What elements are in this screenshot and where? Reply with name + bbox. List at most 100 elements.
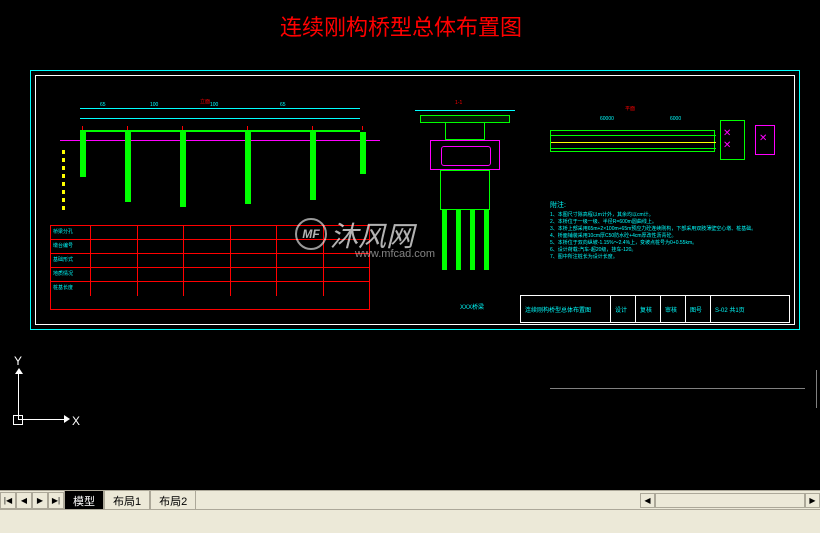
plan-view: 平面 60000 6000 ✕ ✕ ✕ [550, 100, 780, 190]
scroll-right-button[interactable]: ▶ [805, 493, 820, 508]
watermark-url: www.mfcad.com [355, 248, 435, 260]
table-header-cell: 墩台编号 [51, 240, 91, 253]
note-line: 4、桥面铺装采用10cm厚C50防水砼+4cm厚改性沥青砼。 [550, 233, 780, 240]
plan-dim-1: 60000 [600, 116, 614, 122]
table-header-cell: 桥梁分孔 [51, 226, 91, 239]
table-cell [324, 268, 370, 281]
title-block: 连续刚构桥型总体布置图 设计 复核 审核 图号 S-02 共1页 [520, 295, 790, 323]
table-cell [138, 268, 185, 281]
watermark-logo: MF [295, 218, 327, 250]
ucs-y-arrow [15, 368, 23, 374]
table-cell [184, 254, 231, 267]
table-header-cell: 桩基长度 [51, 282, 91, 296]
note-line: 2、本桥位于一级一级、半径R=600m圆曲线上。 [550, 219, 780, 226]
dim-line-top [80, 108, 360, 109]
tab-nav-prev[interactable]: ◀ [16, 492, 32, 509]
table-row: 桩基长度 [51, 282, 369, 296]
tb-field-1: 复核 [636, 296, 661, 322]
tab-layout2[interactable]: 布局2 [150, 490, 196, 511]
guide-line-h [550, 388, 805, 389]
horizontal-scrollbar[interactable]: ◀ ▶ [640, 491, 820, 509]
scroll-track[interactable] [655, 493, 805, 508]
table-cell [138, 226, 185, 239]
notes-title: 附注: [550, 200, 780, 210]
pier-cap [430, 140, 500, 170]
tb-sheet: S-02 共1页 [711, 296, 789, 322]
table-cell [277, 254, 324, 267]
pier [360, 132, 366, 174]
cross-icon: ✕ [759, 133, 767, 144]
table-header-cell: 基础形式 [51, 254, 91, 267]
tab-navigation: |◀ ◀ ▶ ▶| 模型 布局1 布局2 [0, 491, 196, 509]
ground-line [60, 140, 380, 141]
cad-viewport[interactable]: 连续刚构桥型总体布置图 立面 65 100 100 65 桥梁分孔墩台编号基础形… [0, 0, 820, 490]
pile [456, 210, 461, 270]
table-cell [184, 240, 231, 253]
notes-block: 附注: 1、本图尺寸除高程以m计外，其余均以cm计。2、本桥位于一级一级、半径R… [550, 200, 780, 261]
ucs-origin [13, 415, 23, 425]
girder-web [445, 123, 485, 140]
pile [484, 210, 489, 270]
project-label: XXX桥梁 [460, 302, 484, 311]
tab-layout1[interactable]: 布局1 [104, 490, 150, 511]
tab-model[interactable]: 模型 [64, 490, 104, 511]
tab-nav-first[interactable]: |◀ [0, 492, 16, 509]
table-row: 基础形式 [51, 254, 369, 268]
table-cell [231, 282, 278, 296]
ucs-y-label: Y [14, 354, 22, 368]
note-line: 3、本桥上部采用65m+2×100m+65m预应力砼连续刚构，下部采用双肢薄壁空… [550, 226, 780, 233]
pile [470, 210, 475, 270]
table-cell [231, 240, 278, 253]
ucs-x-label: X [72, 414, 80, 428]
tab-nav-last[interactable]: ▶| [48, 492, 64, 509]
table-cell [277, 268, 324, 281]
table-cell [91, 240, 138, 253]
table-cell [277, 282, 324, 296]
table-cell [324, 282, 370, 296]
table-cell [184, 226, 231, 239]
plan-dim-2: 6000 [670, 116, 681, 122]
span-dim-3: 65 [280, 102, 286, 108]
pier [310, 132, 316, 200]
section-label: 1-1 [455, 100, 462, 106]
note-line: 5、本桥位于双向纵坡-1.15%～2.4%上，变坡点桩号为0+0.55km。 [550, 240, 780, 247]
bridge-deck [80, 130, 360, 132]
note-line: 1、本图尺寸除高程以m计外，其余均以cm计。 [550, 212, 780, 219]
elevation-scale [62, 150, 65, 210]
tb-field-3: 图号 [686, 296, 711, 322]
ucs-y-axis [18, 370, 19, 420]
cross-icon: ✕ [723, 128, 731, 139]
ucs-x-arrow [64, 415, 70, 423]
table-cell [231, 254, 278, 267]
box-girder [420, 115, 510, 140]
plan-label: 平面 [625, 105, 635, 112]
table-row: 地质情况 [51, 268, 369, 282]
pier-cap-inner [441, 146, 491, 166]
table-cell [231, 268, 278, 281]
table-cell [231, 226, 278, 239]
span-dim-2: 100 [210, 102, 218, 108]
tb-field-2: 审核 [661, 296, 686, 322]
table-cell [91, 268, 138, 281]
pier [245, 132, 251, 204]
pier [80, 132, 86, 177]
table-cell [91, 282, 138, 296]
drawing-title: 连续刚构桥型总体布置图 [280, 10, 522, 42]
cross-icon: ✕ [723, 140, 731, 151]
scroll-left-button[interactable]: ◀ [640, 493, 655, 508]
tab-nav-next[interactable]: ▶ [32, 492, 48, 509]
tb-field-0: 设计 [611, 296, 636, 322]
status-bar [0, 509, 820, 533]
table-cell [138, 282, 185, 296]
pile-group [442, 210, 489, 270]
elevation-view: 立面 65 100 100 65 [50, 90, 390, 220]
ucs-x-axis [18, 419, 68, 420]
elevation-label: 立面 [200, 98, 210, 105]
note-line: 7、图中所注桩长为设计长度。 [550, 254, 780, 261]
table-cell [138, 240, 185, 253]
pier-body [440, 170, 490, 210]
cross-section: 1-1 [400, 95, 530, 295]
span-dim-0: 65 [100, 102, 106, 108]
layout-tab-bar: |◀ ◀ ▶ ▶| 模型 布局1 布局2 ◀ ▶ [0, 490, 820, 509]
plan-deck [550, 130, 715, 152]
